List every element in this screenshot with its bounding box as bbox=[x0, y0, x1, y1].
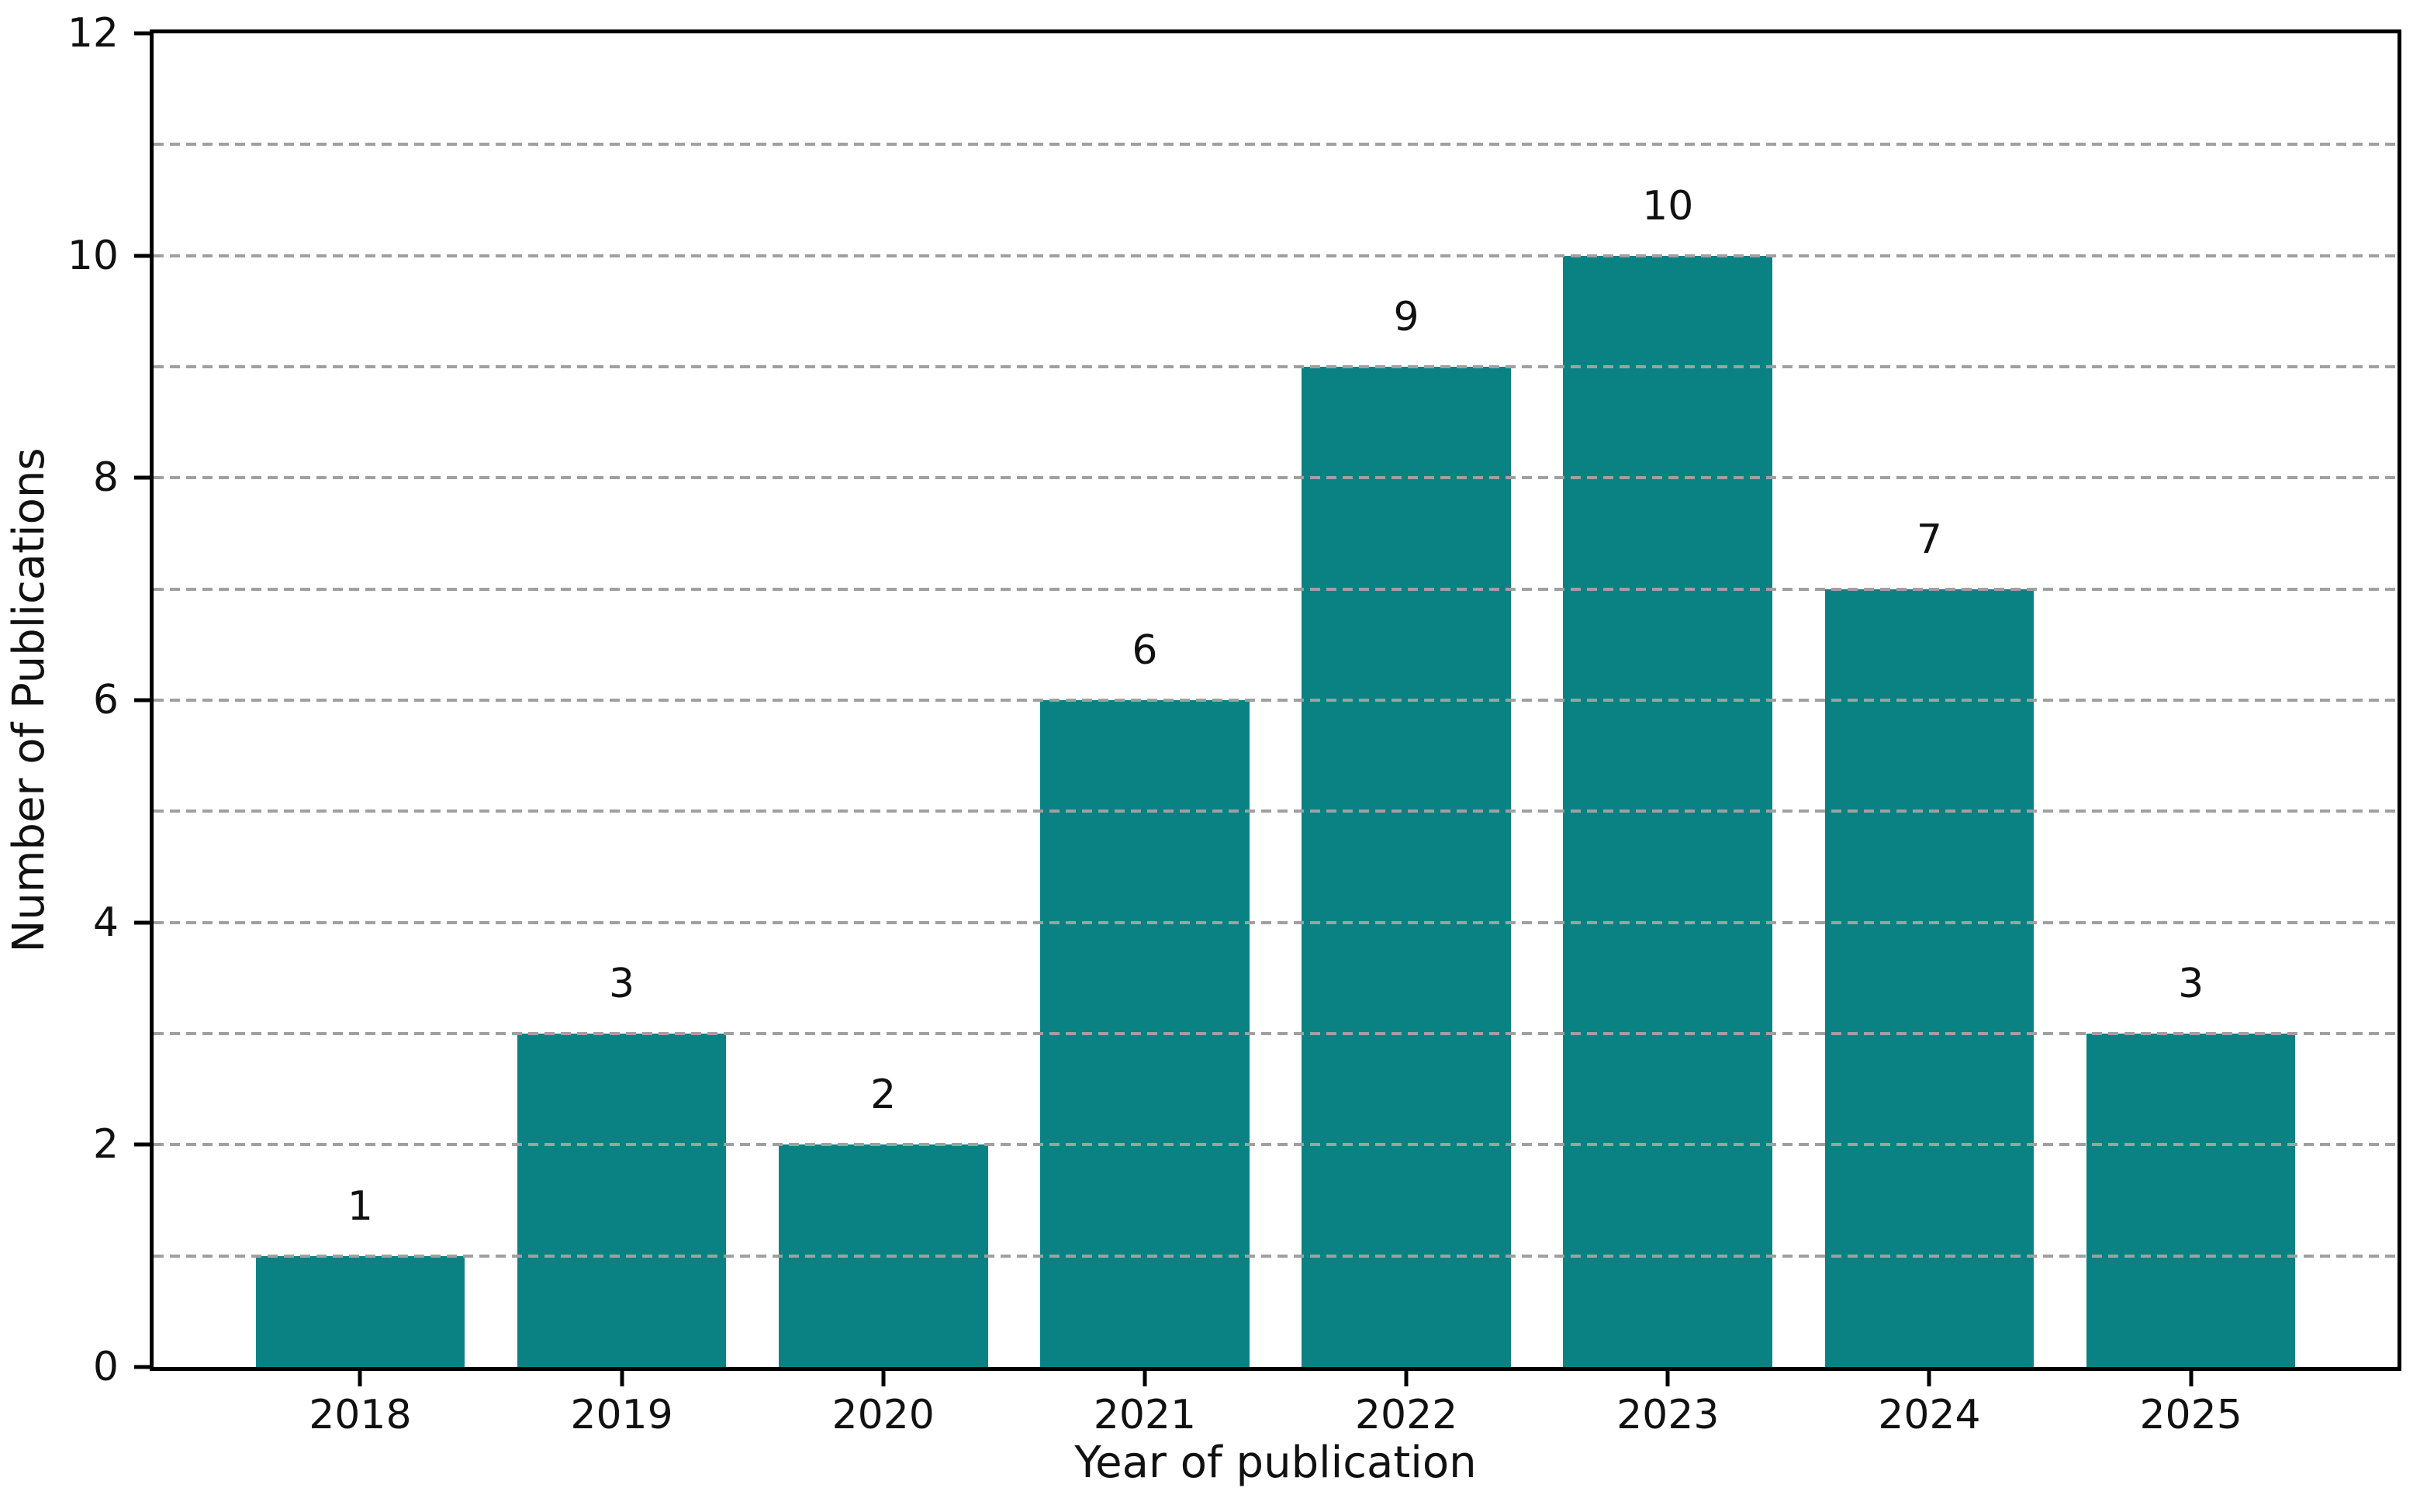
y-tick-8 bbox=[134, 475, 150, 480]
y-tick-2 bbox=[134, 1142, 150, 1147]
x-tick-label-2023: 2023 bbox=[1616, 1392, 1720, 1438]
x-tick-2025 bbox=[2189, 1370, 2194, 1386]
gridline-y-2 bbox=[154, 1143, 2398, 1147]
plot-area: Number of Publications Year of publicati… bbox=[4, 13, 2401, 1485]
bar-value-label-2021: 6 bbox=[1132, 627, 1158, 674]
y-tick-label-6: 6 bbox=[92, 677, 119, 723]
bar-2018 bbox=[255, 1255, 465, 1367]
y-tick-label-2: 2 bbox=[92, 1121, 119, 1169]
bar-2025 bbox=[2086, 1034, 2296, 1367]
gridline-y-1 bbox=[154, 1254, 2398, 1258]
x-tick-label-2025: 2025 bbox=[2139, 1392, 2242, 1438]
y-tick-6 bbox=[134, 698, 150, 702]
bar-2022 bbox=[1302, 367, 1511, 1367]
bar-2019 bbox=[517, 1034, 727, 1367]
x-tick-2021 bbox=[1143, 1370, 1147, 1386]
y-tick-10 bbox=[134, 254, 150, 258]
gridline-y-9 bbox=[154, 365, 2398, 368]
gridline-y-5 bbox=[154, 810, 2398, 813]
y-tick-label-0: 0 bbox=[92, 1344, 119, 1390]
bar-value-label-2024: 7 bbox=[1916, 516, 1942, 563]
gridline-y-3 bbox=[154, 1032, 2398, 1035]
gridline-y-10 bbox=[154, 254, 2398, 257]
bar-value-label-2019: 3 bbox=[609, 961, 635, 1007]
y-tick-label-8: 8 bbox=[92, 454, 119, 502]
bar-value-label-2022: 9 bbox=[1393, 294, 1419, 340]
gridline-y-11 bbox=[154, 143, 2398, 147]
y-tick-4 bbox=[134, 920, 150, 925]
bar-value-label-2018: 1 bbox=[347, 1182, 373, 1230]
x-axis-title: Year of publication bbox=[1074, 1438, 1477, 1488]
y-tick-label-10: 10 bbox=[67, 232, 119, 279]
y-tick-12 bbox=[134, 31, 150, 36]
x-tick-2018 bbox=[358, 1370, 362, 1386]
x-tick-label-2024: 2024 bbox=[1878, 1392, 1981, 1438]
x-tick-label-2018: 2018 bbox=[309, 1392, 412, 1438]
x-tick-label-2022: 2022 bbox=[1354, 1392, 1458, 1438]
gridline-y-8 bbox=[154, 476, 2398, 480]
gridline-y-4 bbox=[154, 920, 2398, 924]
y-tick-label-4: 4 bbox=[92, 899, 119, 946]
x-tick-label-2020: 2020 bbox=[831, 1392, 935, 1438]
x-tick-2022 bbox=[1404, 1370, 1409, 1386]
bar-value-label-2020: 2 bbox=[870, 1072, 897, 1119]
bar-value-label-2023: 10 bbox=[1642, 182, 1694, 230]
x-tick-2020 bbox=[881, 1370, 886, 1386]
bar-value-label-2025: 3 bbox=[2178, 961, 2204, 1007]
gridline-y-6 bbox=[154, 699, 2398, 702]
x-tick-2024 bbox=[1927, 1370, 1931, 1386]
bar-2024 bbox=[1824, 589, 2035, 1367]
x-tick-label-2021: 2021 bbox=[1093, 1392, 1197, 1438]
x-tick-2023 bbox=[1665, 1370, 1670, 1386]
x-tick-2019 bbox=[620, 1370, 624, 1386]
y-tick-label-12: 12 bbox=[67, 10, 119, 57]
gridline-y-7 bbox=[154, 587, 2398, 591]
x-tick-label-2019: 2019 bbox=[570, 1392, 673, 1438]
y-tick-0 bbox=[134, 1365, 150, 1369]
